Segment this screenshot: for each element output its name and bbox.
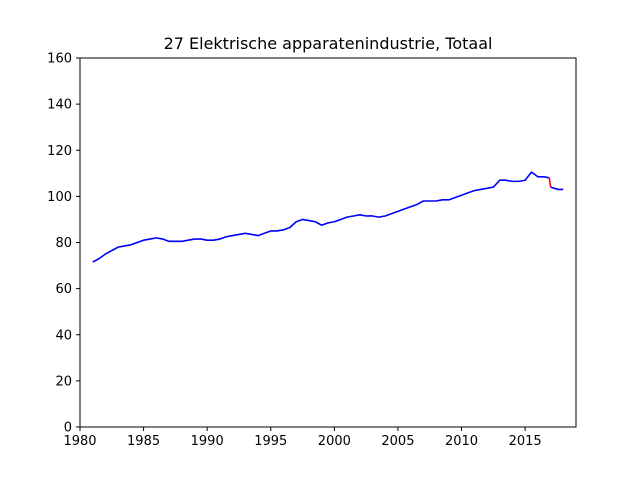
x-tick-label: 1980 <box>63 434 96 449</box>
plot-frame <box>79 57 577 428</box>
x-tick-label: 2005 <box>381 434 414 449</box>
y-tick-label: 140 <box>47 98 72 113</box>
x-axis: 1980 1985 1990 1995 2000 2005 2010 2015 <box>63 427 542 449</box>
y-tick-label: 0 <box>64 421 72 436</box>
x-tick-label: 2015 <box>509 434 542 449</box>
y-tick-label: 60 <box>55 282 72 297</box>
x-tick-label: 2010 <box>445 434 478 449</box>
series-line-1 <box>548 177 552 188</box>
x-tick-label: 2000 <box>318 434 351 449</box>
x-tick-label: 1990 <box>191 434 224 449</box>
series-layer <box>92 171 564 263</box>
y-tick-label: 20 <box>55 374 72 389</box>
y-tick-label: 80 <box>55 236 72 251</box>
y-tick-label: 160 <box>47 52 72 67</box>
x-tick-label: 1995 <box>254 434 287 449</box>
y-tick-label: 100 <box>47 190 72 205</box>
chart-title: 27 Elektrische apparatenindustrie, Totaa… <box>164 34 493 53</box>
y-axis: 0 20 40 60 80 100 120 140 160 <box>47 52 80 436</box>
y-tick-label: 40 <box>55 328 72 343</box>
x-tick-label: 1985 <box>127 434 160 449</box>
series-line-2 <box>550 186 564 191</box>
series-line-0 <box>92 171 550 263</box>
y-tick-label: 120 <box>47 144 72 159</box>
